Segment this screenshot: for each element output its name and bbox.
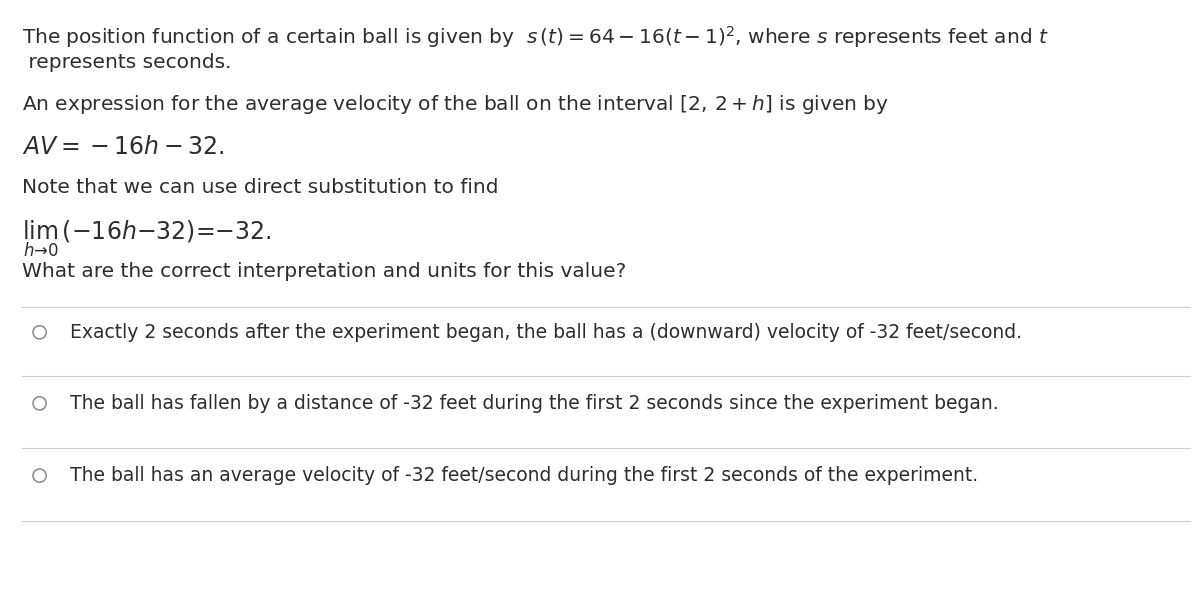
Text: What are the correct interpretation and units for this value?: What are the correct interpretation and … [22, 262, 626, 281]
Text: An expression for the average velocity of the ball on the interval $[2,\, 2+h]$ : An expression for the average velocity o… [22, 93, 889, 116]
Ellipse shape [32, 469, 47, 482]
Text: The ball has an average velocity of -32 feet/second during the first 2 seconds o: The ball has an average velocity of -32 … [70, 466, 978, 485]
Text: $AV = -16h - 32.$: $AV = -16h - 32.$ [22, 135, 224, 160]
Ellipse shape [32, 326, 47, 339]
Text: $\lim_{h \to 0}\,(-16h - 32) = -32.$: $\lim_{h \to 0}\,(-16h - 32) = -32.$ [22, 219, 271, 259]
Text: represents seconds.: represents seconds. [22, 53, 232, 72]
Text: Note that we can use direct substitution to find: Note that we can use direct substitution… [22, 178, 498, 197]
Text: The position function of a certain ball is given by  $s\,(t) = 64 - 16(t-1)^2$, : The position function of a certain ball … [22, 24, 1049, 50]
Text: The ball has fallen by a distance of -32 feet during the first 2 seconds since t: The ball has fallen by a distance of -32… [70, 394, 998, 413]
Text: Exactly 2 seconds after the experiment began, the ball has a (downward) velocity: Exactly 2 seconds after the experiment b… [70, 323, 1021, 342]
Ellipse shape [32, 397, 47, 410]
